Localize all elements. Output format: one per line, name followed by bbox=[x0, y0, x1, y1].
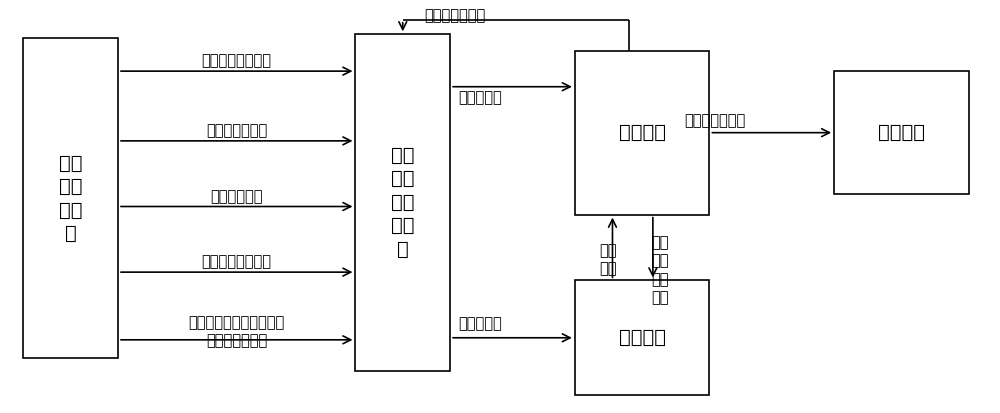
Text: 风储联合发电的输出功率
波动率控制目标: 风储联合发电的输出功率 波动率控制目标 bbox=[189, 315, 285, 349]
Text: 功率波动率: 功率波动率 bbox=[458, 90, 502, 105]
Text: 风电场装机容量: 风电场装机容量 bbox=[206, 123, 267, 138]
Text: 储能功率修正值: 储能功率修正值 bbox=[424, 8, 486, 23]
Bar bbox=[575, 51, 709, 215]
Text: 功率波动率: 功率波动率 bbox=[458, 316, 502, 331]
Bar bbox=[575, 280, 709, 395]
Text: 执行模块: 执行模块 bbox=[619, 123, 666, 142]
Text: 数据
采集
和计
算模
块: 数据 采集 和计 算模 块 bbox=[391, 146, 415, 259]
Text: 控制系统结构参数: 控制系统结构参数 bbox=[202, 53, 272, 69]
Text: 参数
初始
化模
块: 参数 初始 化模 块 bbox=[59, 154, 82, 243]
Bar bbox=[23, 38, 118, 358]
Text: 储能系统荷电状态: 储能系统荷电状态 bbox=[202, 254, 272, 269]
Text: 评价模块: 评价模块 bbox=[619, 328, 666, 347]
Text: 储能功率修正值: 储能功率修正值 bbox=[684, 113, 745, 128]
Text: 代价
函数: 代价 函数 bbox=[599, 243, 616, 277]
Text: 储能
功率
的修
正值: 储能 功率 的修 正值 bbox=[651, 235, 668, 306]
Text: 输出模块: 输出模块 bbox=[878, 123, 925, 142]
Bar bbox=[834, 71, 969, 194]
Bar bbox=[355, 34, 450, 370]
Text: 储能系统容量: 储能系统容量 bbox=[210, 189, 263, 204]
